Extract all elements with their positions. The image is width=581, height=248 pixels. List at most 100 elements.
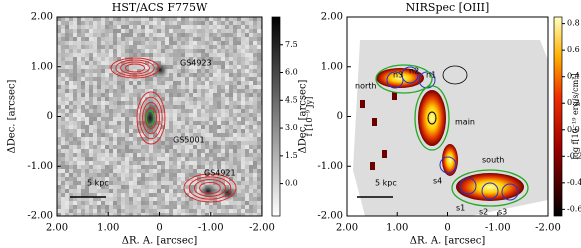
pixel (117, 153, 121, 157)
pixel (153, 173, 157, 177)
pixel (113, 169, 117, 173)
pixel (197, 49, 201, 53)
pixel (173, 61, 177, 65)
pixel (193, 61, 197, 65)
pixel (217, 185, 221, 189)
pixel (197, 201, 201, 205)
pixel (253, 49, 257, 53)
pixel (213, 133, 217, 137)
pixel (105, 137, 109, 141)
pixel (197, 69, 201, 73)
pixel (177, 65, 181, 69)
pixel (113, 53, 117, 57)
pixel (137, 73, 141, 77)
pixel (253, 165, 257, 169)
pixel (157, 81, 161, 85)
pixel (101, 185, 105, 189)
pixel (205, 149, 209, 153)
pixel (209, 33, 213, 37)
pixel (121, 93, 125, 97)
pixel (165, 201, 169, 205)
pixel (189, 97, 193, 101)
pixel (249, 141, 253, 145)
pixel (145, 177, 149, 181)
pixel (213, 209, 217, 213)
pixel (109, 157, 113, 161)
pixel (245, 41, 249, 45)
pixel (225, 153, 229, 157)
pixel (93, 61, 97, 65)
annotation: n3 (393, 71, 403, 80)
pixel (85, 169, 89, 173)
pixel (233, 197, 237, 201)
pixel (117, 105, 121, 109)
pixel (241, 25, 245, 29)
pixel (249, 213, 253, 216)
pixel (245, 165, 249, 169)
pixel (57, 141, 61, 145)
pixel (113, 197, 117, 201)
pixel (201, 113, 205, 117)
pixel (213, 113, 217, 117)
pixel (145, 149, 149, 153)
pixel (209, 81, 213, 85)
pixel (61, 61, 65, 65)
pixel (81, 105, 85, 109)
pixel (249, 177, 253, 181)
pixel (81, 141, 85, 145)
pixel (57, 93, 61, 97)
pixel (145, 41, 149, 45)
pixel (129, 173, 133, 177)
pixel (121, 41, 125, 45)
pixel (225, 77, 229, 81)
pixel (85, 25, 89, 29)
pixel (249, 49, 253, 53)
pixel (193, 49, 197, 53)
pixel (253, 189, 257, 193)
pixel (125, 189, 129, 193)
pixel (85, 41, 89, 45)
pixel (209, 157, 213, 161)
pixel (253, 57, 257, 61)
pixel (209, 133, 213, 137)
pixel (241, 173, 245, 177)
pixel (241, 157, 245, 161)
pixel (77, 17, 81, 21)
pixel (73, 33, 77, 37)
pixel (105, 49, 109, 53)
pixel (253, 33, 257, 37)
pixel (201, 85, 205, 89)
pixel (205, 97, 209, 101)
pixel (245, 197, 249, 201)
pixel (253, 65, 257, 69)
pixel (225, 213, 229, 216)
pixel (177, 205, 181, 209)
pixel (117, 17, 121, 21)
pixel (81, 153, 85, 157)
pixel (61, 21, 65, 25)
pixel (189, 77, 193, 81)
pixel (237, 205, 241, 209)
pixel (57, 81, 61, 85)
pixel (181, 205, 185, 209)
pixel (233, 41, 237, 45)
pixel (221, 37, 225, 41)
pixel (233, 81, 237, 85)
image (57, 17, 262, 216)
pixel (85, 17, 89, 21)
pixel (97, 33, 101, 37)
pixel (181, 145, 185, 149)
pixel (97, 85, 101, 89)
pixel (89, 85, 93, 89)
pixel (101, 57, 105, 61)
pixel (177, 181, 181, 185)
pixel (237, 197, 241, 201)
pixel (253, 73, 257, 77)
pixel (141, 213, 145, 216)
pixel (257, 33, 261, 37)
pixel (149, 41, 153, 45)
pixel (141, 89, 145, 93)
pixel (177, 97, 181, 101)
pixel (181, 121, 185, 125)
pixel (57, 129, 61, 133)
